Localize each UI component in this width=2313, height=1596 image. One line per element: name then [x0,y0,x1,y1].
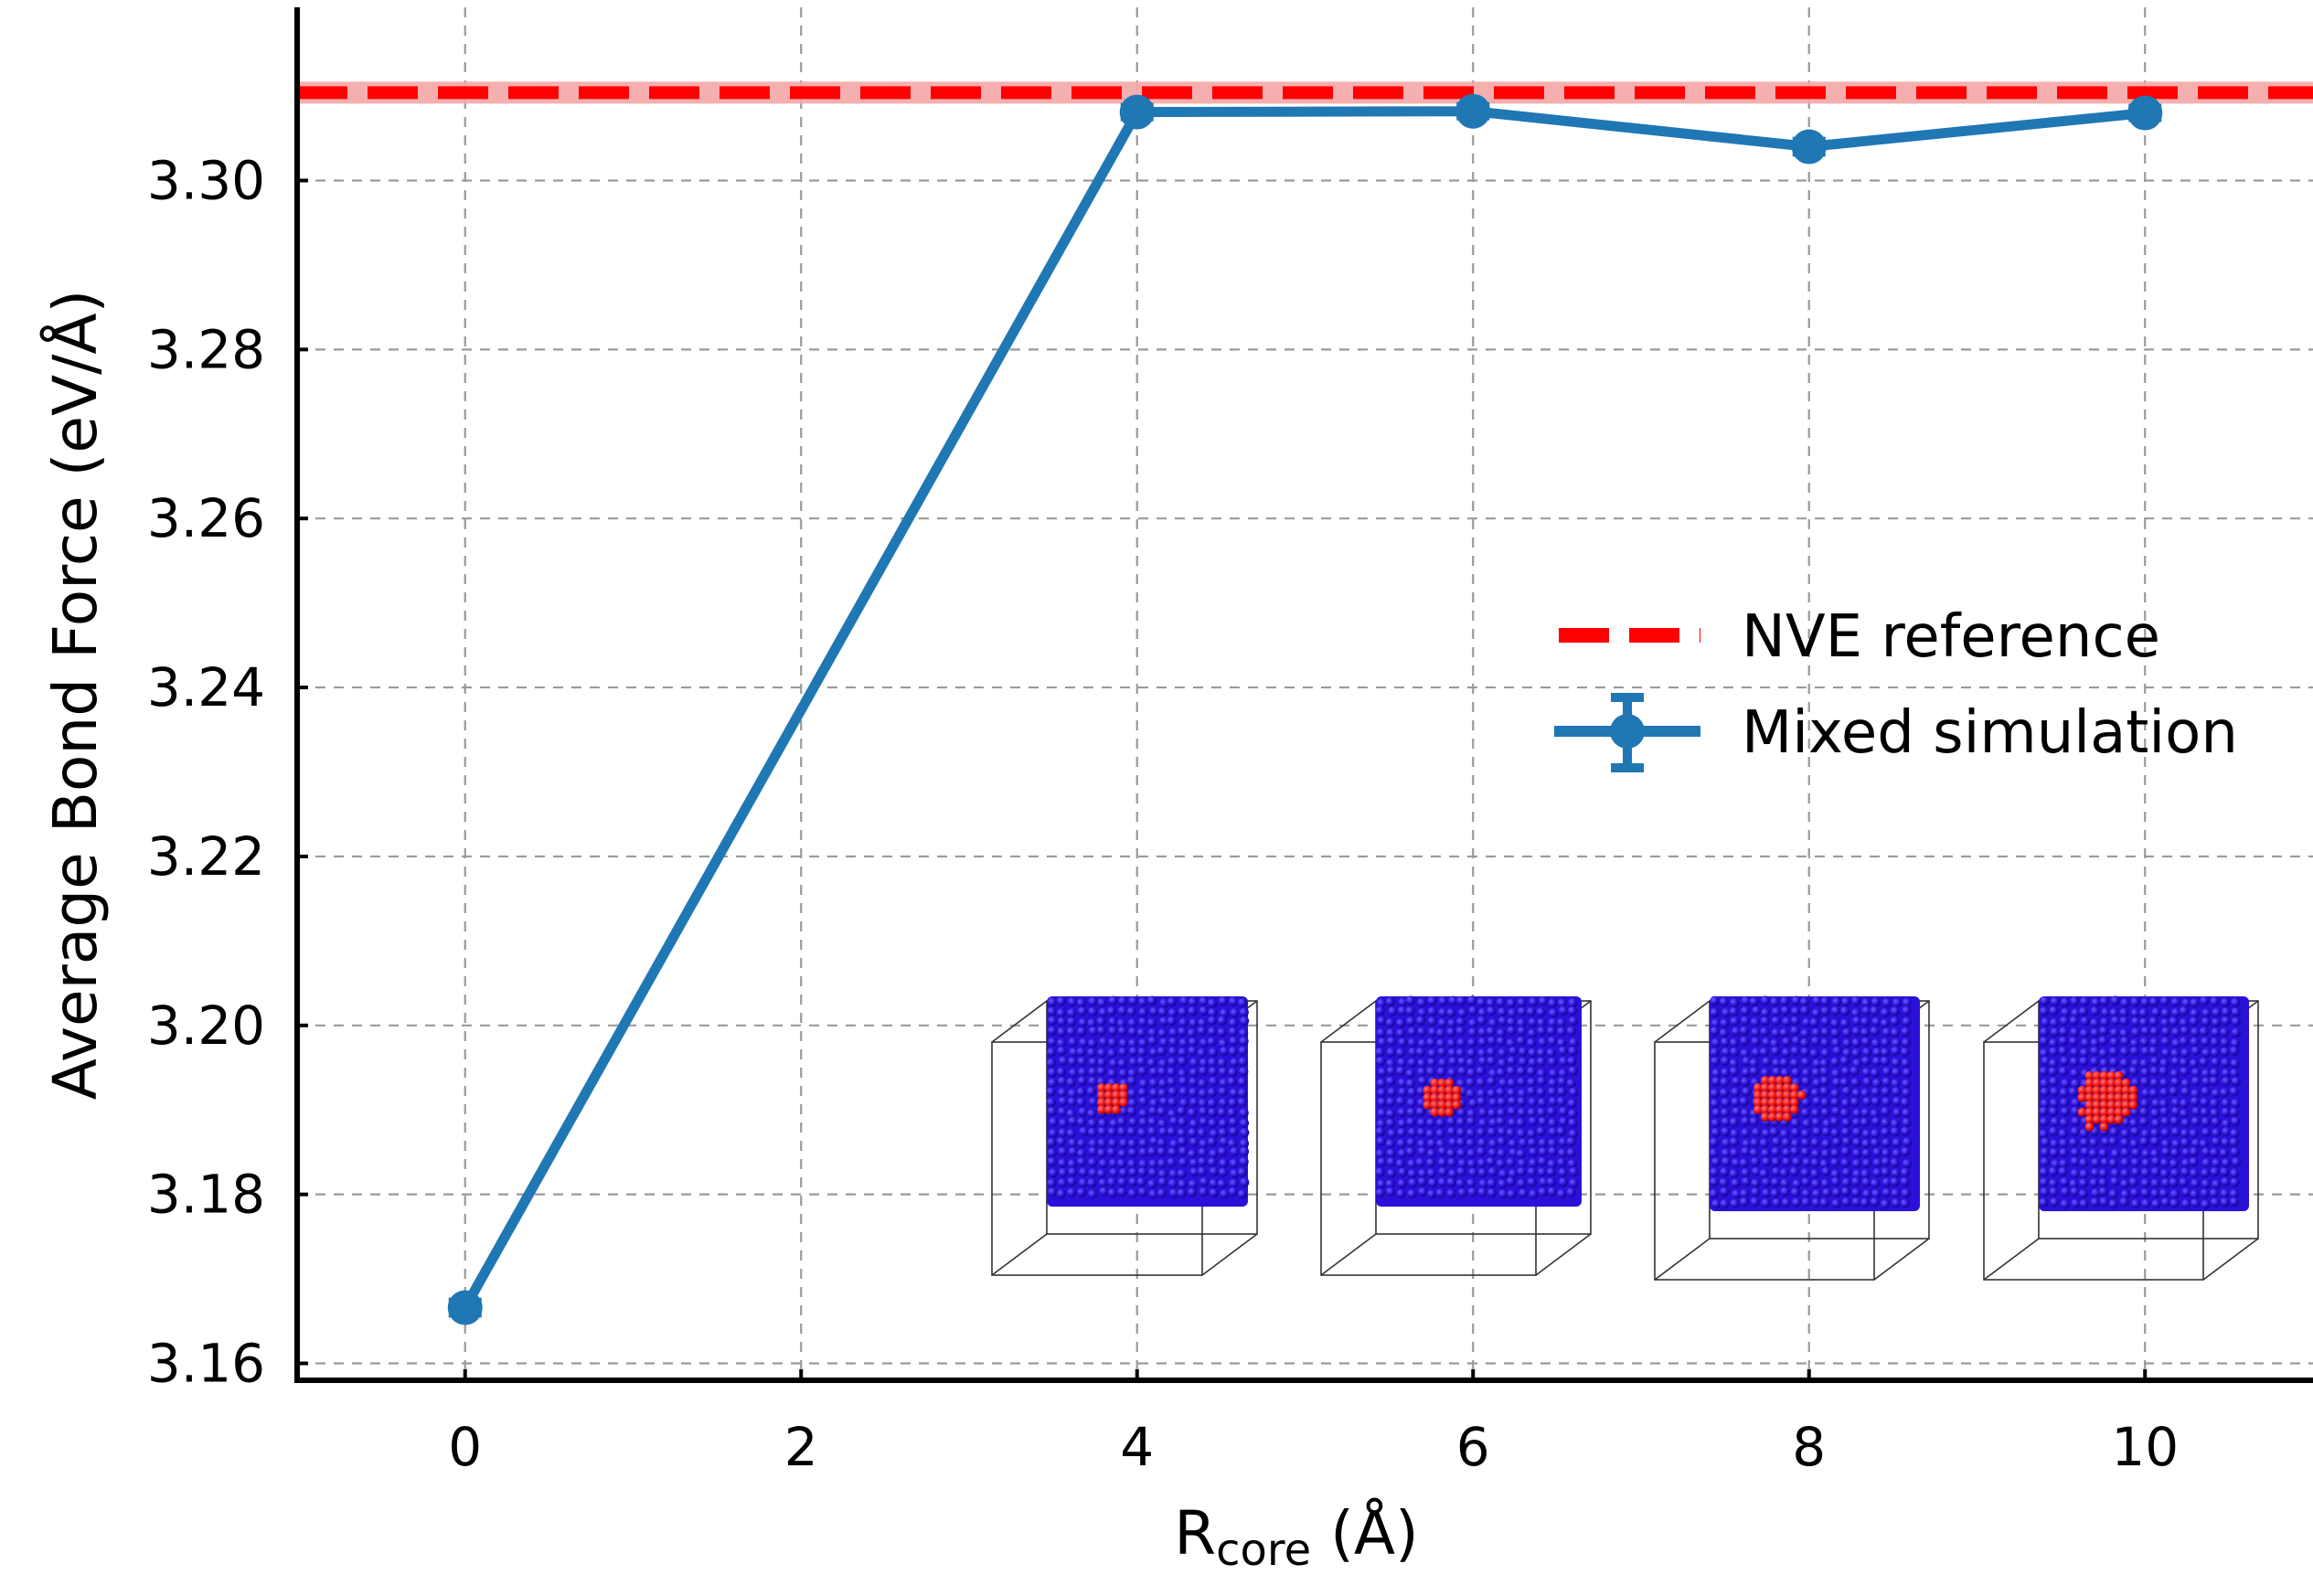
x-tick-label-4: 8 [1792,1416,1826,1478]
x-tick-label-1: 2 [784,1416,818,1478]
data-point-0-0 [447,1290,483,1325]
y-tick-label-6: 3.28 [147,318,265,380]
legend-mixed-swatch [1554,693,1700,772]
y-axis-title: Average Bond Force (eV/Å) [40,290,111,1101]
x-tick-label-0: 0 [448,1416,482,1478]
x-tick-label-2: 4 [1120,1416,1154,1478]
inset-images [991,995,2259,1281]
data-point-0-3 [1791,129,1827,165]
x-tick-label-3: 6 [1456,1416,1490,1478]
y-tick-label-4: 3.24 [147,656,265,718]
x-ticks: 0 2 4 6 8 10 [448,1369,2179,1478]
inset-rcore-4 [991,995,1258,1276]
inset-atoms-0 [1046,995,1250,1199]
y-tick-label-2: 3.20 [147,995,265,1057]
legend-nve-label: NVE reference [1742,603,2160,671]
grid [297,7,2313,1380]
legend-mixed-label: Mixed simulation [1742,699,2238,767]
y-tick-label-5: 3.26 [147,487,265,549]
reference-line-group [297,81,2313,104]
x-axis-title: Rcore (Å) [1174,1498,1418,1576]
inset-atoms-3 [2039,995,2242,1209]
data-point-0-1 [1119,94,1155,130]
x-axis-title-subscript: core [1216,1525,1311,1576]
inset-rcore-10 [1983,995,2259,1281]
inset-atoms-2 [1709,995,1913,1209]
inset-atoms-1 [1375,995,1579,1199]
inset-rcore-6 [1320,995,1592,1276]
y-tick-label-0: 3.16 [147,1333,265,1395]
inset-core-1 [1423,1078,1462,1117]
series-group [447,93,2163,1325]
x-axis-title-unit: (Å) [1311,1498,1419,1569]
inset-rcore-8 [1654,995,1930,1281]
y-tick-label-3: 3.22 [147,825,265,888]
y-tick-label-1: 3.18 [147,1164,265,1226]
inset-core-0 [1097,1083,1128,1114]
y-ticks: 3.16 3.18 3.20 3.22 3.24 3.26 3.28 3.30 [147,149,308,1395]
x-tick-label-5: 10 [2111,1416,2179,1478]
legend: NVE reference Mixed simulation [1554,603,2238,772]
data-point-0-2 [1455,93,1491,129]
x-axis-title-main: R [1174,1498,1216,1569]
inset-core-3 [2077,1070,2138,1132]
y-tick-label-7: 3.30 [147,149,265,211]
inset-core-2 [1753,1076,1807,1122]
data-point-0-4 [2127,95,2163,131]
